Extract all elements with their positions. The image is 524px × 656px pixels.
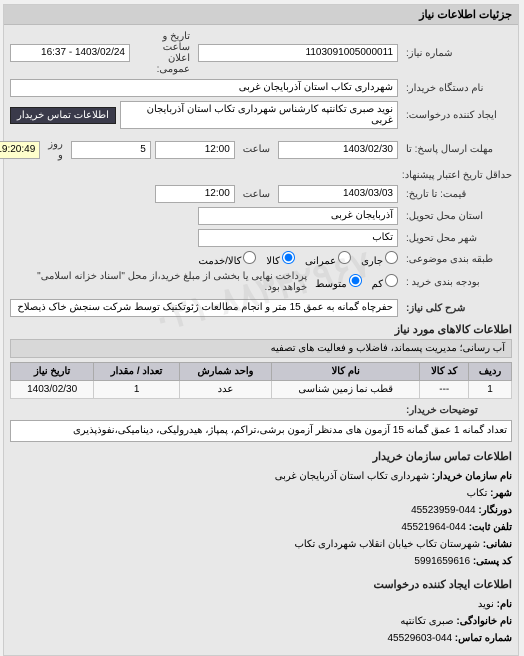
opt-goods: کالا (267, 256, 281, 267)
budget-note: پرداخت نهایی یا بخشی از مبلغ خرید،از محل… (11, 271, 312, 293)
buyer-desc-box: تعداد گمانه 1 عمق گمانه 15 آزمون های مدن… (11, 420, 513, 442)
budget-type-label: بودجه بندی خرید : (403, 277, 513, 288)
radio-capital[interactable] (339, 251, 352, 264)
validity-date-field: 1403/03/03 (279, 185, 399, 203)
remain-days-field: 5 (72, 141, 152, 159)
org-val: شهرداری تکاب استان آذربایجان غربی (276, 471, 430, 482)
addr-lbl: نشانی: (484, 539, 513, 550)
datetime-label: تاریخ و ساعت اعلان عمومی: (135, 31, 195, 75)
deadline-date-field: 1403/02/30 (279, 141, 399, 159)
td-row: 1 (470, 381, 513, 399)
contact-button[interactable]: اطلاعات تماس خریدار (11, 107, 117, 124)
buyer-field: شهرداری تکاب استان آذربایجان غربی (11, 79, 399, 97)
th-row: ردیف (470, 363, 513, 381)
budget-radio-group: کم متوسط (316, 274, 399, 290)
cphone-val: 044-45529603 (388, 633, 453, 644)
opt-service: کالا/خدمت (200, 256, 243, 267)
contact-section-title: اطلاعات تماس سازمان خریدار (11, 450, 513, 463)
table-row: 1 --- قطب نما زمین شناسی عدد 1 1403/02/3… (12, 381, 513, 399)
family-val: صبری تکانتپه (401, 616, 454, 627)
creator-field: نوید صبری تکانتپه کارشناس شهرداری تکاب ا… (121, 101, 399, 129)
radio-service[interactable] (244, 251, 257, 264)
ccity-lbl: شهر: (491, 488, 513, 499)
nature-radio-group: جاری عمرانی کالا کالا/خدمت (200, 251, 399, 267)
td-qty: 1 (95, 381, 181, 399)
cphone-lbl: شماره تماس: (456, 633, 513, 644)
goods-table: ردیف کد کالا نام کالا واحد شمارش تعداد /… (11, 362, 513, 399)
buyer-label: نام دستگاه خریدار: (403, 83, 513, 94)
phone-val: 044-45521964 (402, 522, 467, 533)
validity-from-label: قیمت: تا تاریخ: (403, 189, 513, 200)
opt-current: جاری (362, 256, 384, 267)
number-field: 1103091005000011 (199, 44, 399, 62)
th-code: کد کالا (421, 363, 470, 381)
datetime-field: 1403/02/24 - 16:37 (11, 44, 131, 62)
phone-lbl: تلفن ثابت: (470, 522, 513, 533)
family-lbl: نام خانوادگی: (457, 616, 513, 627)
nature-label: طبقه بندی موضوعی: (403, 254, 513, 265)
panel-title: جزئیات اطلاعات نیاز (5, 5, 519, 25)
radio-goods[interactable] (283, 251, 296, 264)
org-lbl: نام سازمان خریدار: (433, 471, 513, 482)
th-date: تاریخ نیاز (12, 363, 95, 381)
fax-val: 044-45523959 (412, 505, 477, 516)
province-field: آذربایجان غربی (199, 207, 399, 225)
opt-low: کم (373, 279, 384, 290)
need-title-label: شرح کلی نیاز: (403, 303, 513, 314)
th-qty: تعداد / مقدار (95, 363, 181, 381)
radio-low[interactable] (386, 274, 399, 287)
category-bar: آب رسانی؛ مدیریت پسماند، فاضلاب و فعالیت… (11, 339, 513, 358)
contact-block: نام سازمان خریدار: شهرداری تکاب استان آذ… (11, 466, 513, 572)
td-name: قطب نما زمین شناسی (272, 381, 420, 399)
name-lbl: نام: (498, 599, 513, 610)
fax-lbl: دورنگار: (479, 505, 513, 516)
opt-capital: عمرانی (306, 256, 337, 267)
radio-current[interactable] (386, 251, 399, 264)
province-label: استان محل تحویل: (403, 211, 513, 222)
opt-mid: متوسط (316, 279, 347, 290)
validity-label: حداقل تاریخ اعتبار پیشنهاد: (399, 170, 513, 181)
radio-mid[interactable] (350, 274, 363, 287)
addr-val: شهرستان تکاب خیابان انقلاب شهرداری تکاب (295, 539, 481, 550)
city-label: شهر محل تحویل: (403, 233, 513, 244)
number-label: شماره نیاز: (403, 48, 513, 59)
creator-label: ایجاد کننده درخواست: (403, 110, 513, 121)
city-field: تکاب (199, 229, 399, 247)
post-val: 5991659616 (415, 556, 471, 567)
deadline-time-lbl: ساعت (240, 144, 275, 155)
th-unit: واحد شمارش (180, 363, 272, 381)
name-val: نوید (479, 599, 495, 610)
td-code: --- (421, 381, 470, 399)
th-name: نام کالا (272, 363, 420, 381)
goods-section-title: اطلاعات کالاهای مورد نیاز (11, 323, 513, 336)
validity-time-lbl: ساعت (240, 189, 275, 200)
td-date: 1403/02/30 (12, 381, 95, 399)
ccity-val: تکاب (468, 488, 489, 499)
creator-block: نام: نوید نام خانوادگی: صبری تکانتپه شما… (11, 594, 513, 649)
deadline-label: مهلت ارسال پاسخ: تا (403, 144, 513, 155)
creator-section-title: اطلاعات ایجاد کننده درخواست (11, 578, 513, 591)
remain-time-field: 19:20:49 (0, 141, 41, 159)
details-panel: جزئیات اطلاعات نیاز شماره نیاز: 11030910… (4, 4, 520, 656)
buyer-desc-label: توضیحات خریدار: (403, 405, 513, 416)
td-unit: عدد (180, 381, 272, 399)
remain-days-lbl: روز و (45, 139, 68, 161)
need-title-field: حفرچاه گمانه به عمق 15 متر و انجام مطالع… (11, 299, 399, 317)
post-lbl: کد پستی: (474, 556, 513, 567)
validity-time-field: 12:00 (156, 185, 236, 203)
deadline-time-field: 12:00 (156, 141, 236, 159)
